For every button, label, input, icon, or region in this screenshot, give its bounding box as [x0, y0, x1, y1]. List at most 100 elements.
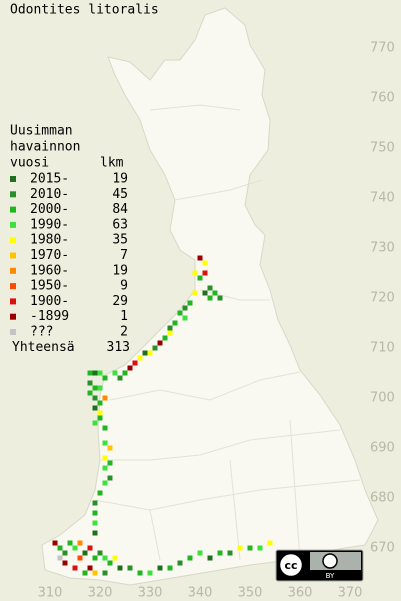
observation-square: [62, 550, 68, 556]
observation-square: [82, 550, 88, 556]
legend-label: 2000-: [30, 202, 69, 217]
observation-square: [177, 310, 183, 316]
y-tick-label: 760: [370, 91, 395, 106]
observation-square: [212, 290, 218, 296]
legend-count: 45: [112, 187, 128, 202]
observation-square: [77, 555, 83, 561]
map-title: Odontites litoralis: [10, 3, 159, 18]
observation-square: [92, 395, 98, 401]
observation-square: [147, 350, 153, 356]
observation-square: [102, 440, 108, 446]
observation-square: [147, 570, 153, 576]
y-tick-label: 740: [370, 191, 395, 206]
observation-square: [102, 455, 108, 461]
y-tick-label: 710: [370, 341, 395, 356]
observation-square: [112, 370, 118, 376]
legend-title: havainnon: [10, 140, 80, 155]
observation-square: [107, 560, 113, 566]
observation-square: [167, 325, 173, 331]
legend-label: 1900-: [30, 294, 69, 309]
x-tick-label: 360: [288, 586, 313, 601]
legend-count: 84: [112, 202, 128, 217]
observation-square: [197, 255, 203, 261]
observation-square: [87, 380, 93, 386]
observation-square: [202, 260, 208, 266]
observation-square: [107, 445, 113, 451]
legend-count: 19: [112, 263, 128, 278]
observation-square: [257, 545, 263, 551]
observation-square: [72, 545, 78, 551]
by-icon: [322, 553, 338, 569]
observation-square: [92, 500, 98, 506]
legend-label: 2010-: [30, 187, 69, 202]
observation-square: [177, 560, 183, 566]
legend-swatch: [10, 283, 16, 290]
x-tick-label: 370: [338, 586, 363, 601]
legend-swatch: [10, 267, 16, 274]
y-tick-label: 690: [370, 441, 395, 456]
observation-square: [187, 555, 193, 561]
legend-count: 7: [120, 248, 128, 263]
y-tick-label: 750: [370, 141, 395, 156]
observation-square: [237, 545, 243, 551]
observation-square: [77, 540, 83, 546]
observation-square: [207, 285, 213, 291]
observation-square: [57, 555, 63, 561]
observation-square: [87, 370, 93, 376]
cc-icon: [277, 551, 305, 579]
observation-square: [92, 520, 98, 526]
observation-square: [167, 330, 173, 336]
observation-square: [192, 270, 198, 276]
legend-count: 1: [120, 309, 128, 324]
observation-square: [197, 550, 203, 556]
observation-square: [87, 545, 93, 551]
observation-square: [127, 565, 133, 571]
legend-count: 19: [112, 172, 128, 187]
legend-swatch: [10, 313, 16, 320]
y-tick-label: 730: [370, 241, 395, 256]
observation-square: [97, 410, 103, 416]
observation-square: [107, 460, 113, 466]
legend-label: 1990-: [30, 217, 69, 232]
x-tick-label: 310: [38, 586, 63, 601]
observation-square: [82, 570, 88, 576]
observation-square: [117, 565, 123, 571]
observation-square: [127, 365, 133, 371]
observation-square: [92, 405, 98, 411]
legend-count: 2: [120, 325, 128, 340]
observation-square: [92, 530, 98, 536]
y-tick-label: 670: [370, 541, 395, 556]
observation-square: [112, 555, 118, 561]
legend-swatch: [10, 176, 16, 182]
legend-label: 1960-: [30, 263, 69, 278]
observation-square: [202, 290, 208, 296]
license-badge: cc BY: [275, 549, 364, 582]
legend-swatch: [10, 298, 16, 305]
observation-square: [207, 295, 213, 301]
observation-square: [187, 300, 193, 306]
observation-square: [192, 290, 198, 296]
observation-square: [97, 415, 103, 421]
observation-square: [182, 305, 188, 311]
x-tick-label: 320: [88, 586, 113, 601]
observation-square: [92, 420, 98, 426]
observation-square: [87, 565, 93, 571]
legend-swatch: [10, 221, 16, 228]
legend-title: vuosi: [10, 156, 49, 171]
observation-square: [102, 395, 108, 401]
legend-swatch: [10, 329, 16, 335]
cc-text: cc: [284, 559, 297, 572]
observation-square: [142, 350, 148, 356]
observation-square: [92, 510, 98, 516]
observation-square: [87, 390, 93, 396]
observation-square: [162, 335, 168, 341]
observation-square: [52, 540, 58, 546]
y-tick-label: 720: [370, 291, 395, 306]
legend-count: 35: [112, 233, 128, 248]
observation-square: [157, 340, 163, 346]
observation-square: [247, 545, 253, 551]
observation-square: [267, 540, 273, 546]
y-tick-label: 680: [370, 491, 395, 506]
observation-square: [152, 345, 158, 351]
